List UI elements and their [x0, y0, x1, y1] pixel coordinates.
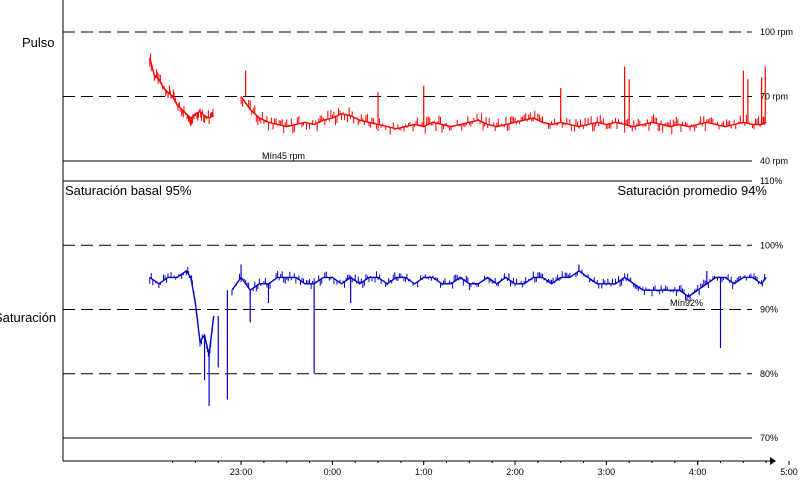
time-tick-label: 5:00 [780, 467, 798, 477]
pulse-panel-label: Pulso [22, 35, 55, 50]
saturation-tick-label: 90% [760, 305, 778, 315]
saturation-tick-label: 110% [760, 176, 782, 186]
pulse-series-line [149, 57, 767, 130]
pulse-min-label: Mín45 rpm [262, 151, 305, 161]
pulse-tick-label: 40 rpm [760, 156, 788, 166]
saturation-tick-label: 80% [760, 369, 778, 379]
time-tick-label: 23:00 [230, 467, 253, 477]
mean-saturation-label: Saturación promedio 94% [617, 183, 767, 198]
time-tick-label: 1:00 [415, 467, 433, 477]
pulse-tick-label: 100 rpm [760, 27, 793, 37]
saturation-min-label: Mín92% [670, 298, 703, 308]
time-tick-label: 0:00 [324, 467, 342, 477]
pulse-tick-label: 70 rpm [760, 92, 788, 102]
basal-saturation-label: Saturación basal 95% [65, 183, 192, 198]
saturation-panel-label: Saturación [0, 310, 56, 325]
time-axis-arrow [770, 457, 776, 465]
time-tick-label: 3:00 [598, 467, 616, 477]
saturation-tick-label: 70% [760, 433, 778, 443]
time-tick-label: 4:00 [689, 467, 707, 477]
saturation-tick-label: 100% [760, 240, 783, 250]
time-tick-label: 2:00 [506, 467, 524, 477]
saturation-series-line [149, 269, 767, 355]
